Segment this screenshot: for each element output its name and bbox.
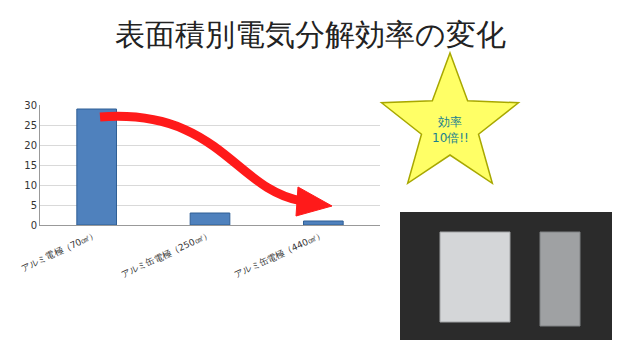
svg-text:表面積別電気分解効率の変化: 表面積別電気分解効率の変化 — [115, 17, 506, 52]
svg-text:25: 25 — [24, 120, 37, 131]
svg-text:アルミ缶電極（440㎠）: アルミ缶電極（440㎠） — [233, 229, 326, 280]
svg-text:15: 15 — [24, 160, 37, 171]
svg-text:10: 10 — [24, 180, 37, 191]
svg-text:効率10倍!!: 効率10倍!! — [432, 115, 469, 145]
svg-text:アルミ缶電極（250㎠）: アルミ缶電極（250㎠） — [120, 229, 213, 280]
svg-text:0: 0 — [31, 220, 37, 231]
svg-text:30: 30 — [24, 100, 37, 111]
svg-text:5: 5 — [31, 200, 37, 211]
svg-text:アルミ電極（70㎠）: アルミ電極（70㎠） — [20, 229, 100, 273]
svg-text:20: 20 — [24, 140, 37, 151]
